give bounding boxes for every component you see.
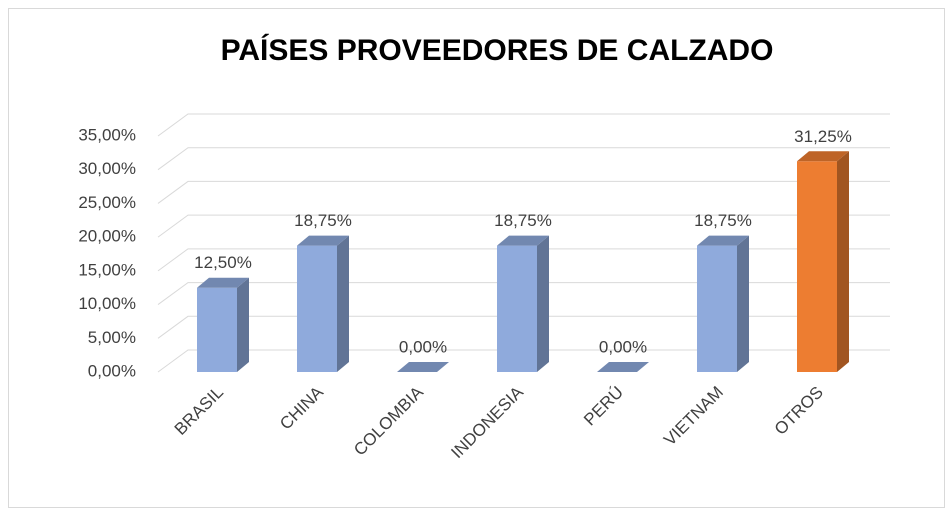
- bar-top: [397, 362, 449, 372]
- bar-top: [197, 277, 249, 288]
- bar-side: [537, 235, 549, 372]
- grid-line: [157, 113, 890, 137]
- grid-line: [157, 147, 890, 171]
- grid-line: [157, 349, 890, 373]
- bar-side: [237, 277, 249, 372]
- chart-border: [8, 8, 945, 508]
- bar-top: [597, 362, 649, 372]
- bar-front: [797, 161, 837, 372]
- y-tick-label: 35,00%: [78, 125, 136, 144]
- data-label: 12,50%: [194, 253, 252, 272]
- data-label: 18,75%: [494, 211, 552, 230]
- bar: [597, 362, 649, 372]
- grid-line: [157, 315, 890, 339]
- grid-line: [157, 282, 890, 305]
- bar-top: [497, 235, 549, 246]
- bar-side: [837, 151, 849, 372]
- bar-top: [797, 151, 849, 162]
- y-tick-label: 20,00%: [78, 227, 136, 246]
- bar-front: [697, 245, 737, 372]
- chart-title: PAÍSES PROVEEDORES DE CALZADO: [221, 33, 774, 67]
- data-label: 18,75%: [694, 211, 752, 230]
- y-tick-label: 30,00%: [78, 159, 136, 178]
- bar-top: [297, 235, 349, 246]
- bar-side: [337, 235, 349, 372]
- y-tick-label: 10,00%: [78, 294, 136, 313]
- bar-side: [737, 235, 749, 372]
- data-label: 0,00%: [399, 337, 447, 356]
- bar-front: [197, 287, 237, 372]
- y-tick-label: 5,00%: [88, 328, 136, 347]
- data-label: 18,75%: [294, 211, 352, 230]
- grid-line: [157, 180, 890, 204]
- bar-front: [497, 245, 537, 372]
- data-label: 0,00%: [599, 337, 647, 356]
- bar: [797, 151, 849, 372]
- bar-front: [297, 245, 337, 372]
- bar: [397, 362, 449, 372]
- y-tick-label: 0,00%: [88, 361, 136, 380]
- bar-top: [697, 235, 749, 246]
- bar: [197, 277, 249, 372]
- data-label: 31,25%: [794, 127, 852, 146]
- bar: [297, 235, 349, 372]
- grid-line: [157, 214, 890, 238]
- bar: [497, 235, 549, 372]
- bar: [697, 235, 749, 372]
- y-tick-label: 15,00%: [78, 260, 136, 279]
- grid-line: [157, 248, 890, 272]
- y-tick-label: 25,00%: [78, 193, 136, 212]
